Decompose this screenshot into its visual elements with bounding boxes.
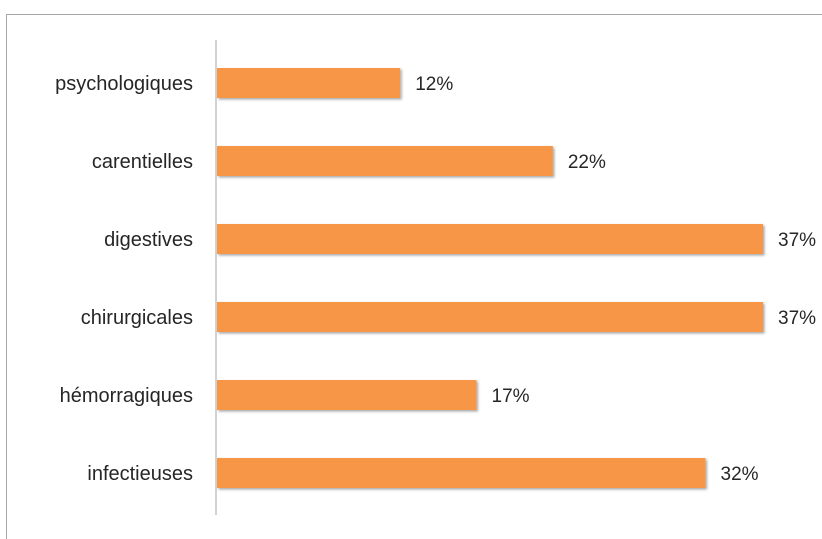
value-label: 37% xyxy=(778,308,816,329)
value-label: 17% xyxy=(492,386,530,407)
value-label: 32% xyxy=(721,464,759,485)
value-label: 37% xyxy=(778,230,816,251)
category-label: infectieuses xyxy=(87,463,193,485)
category-label: psychologiques xyxy=(55,73,193,95)
category-label: carentielles xyxy=(92,151,193,173)
labels-layer: psychologiques 12% carentielles 22% digestiv… xyxy=(55,73,816,485)
bar-chirurgicales xyxy=(217,302,763,332)
value-label: 12% xyxy=(415,74,453,95)
value-label: 22% xyxy=(568,152,606,173)
bar-hémorragiques xyxy=(217,380,477,410)
category-label: hémorragiques xyxy=(60,385,193,407)
chart-frame xyxy=(6,14,822,539)
bar-carentielles xyxy=(217,146,553,176)
category-label: digestives xyxy=(104,229,193,251)
bars-layer xyxy=(217,68,763,488)
bar-infectieuses xyxy=(217,458,706,488)
bar-digestives xyxy=(217,224,763,254)
category-label: chirurgicales xyxy=(81,307,193,329)
bar-psychologiques xyxy=(217,68,401,98)
